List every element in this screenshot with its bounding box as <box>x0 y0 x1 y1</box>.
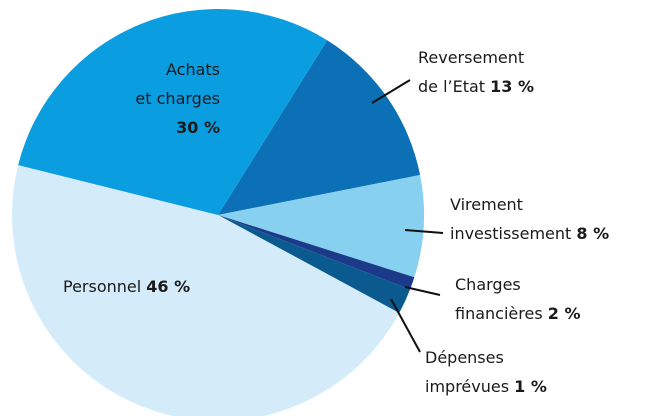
slice-label: Personnel 46 % <box>63 277 191 296</box>
pie-slice <box>218 215 415 290</box>
pie-slice <box>218 40 421 215</box>
leader-line <box>404 229 444 234</box>
slice-label: Reversement de l’Etat 13 % <box>418 48 535 96</box>
slice-label: Virement investissement 8 % <box>450 195 610 243</box>
pie-slice <box>218 215 411 313</box>
leader-lines <box>371 79 444 353</box>
pie-slice <box>18 9 328 215</box>
pie-slice <box>218 174 424 278</box>
leader-line <box>404 286 441 296</box>
slice-label: Charges financières 2 % <box>455 275 581 323</box>
slice-label: Achats et charges 30 % <box>135 60 220 137</box>
slice-label: Dépenses imprévues 1 % <box>425 348 547 396</box>
pie-slice <box>12 165 400 416</box>
leader-line <box>390 298 421 353</box>
leader-line <box>371 79 411 104</box>
